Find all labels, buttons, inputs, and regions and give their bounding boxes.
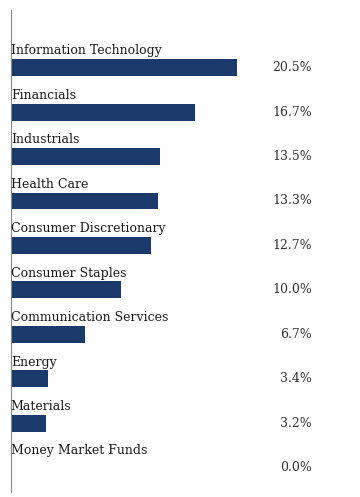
Text: 12.7%: 12.7%	[273, 239, 312, 252]
Text: 6.7%: 6.7%	[280, 328, 312, 341]
Text: Consumer Discretionary: Consumer Discretionary	[11, 222, 166, 235]
Text: Communication Services: Communication Services	[11, 311, 168, 324]
Text: Industrials: Industrials	[11, 133, 79, 146]
Text: 3.2%: 3.2%	[280, 416, 312, 430]
Bar	[11, 237, 151, 254]
Text: Money Market Funds: Money Market Funds	[11, 444, 147, 457]
Text: 0.0%: 0.0%	[280, 461, 312, 474]
Bar	[11, 148, 160, 165]
Text: 20.5%: 20.5%	[273, 61, 312, 74]
Bar	[11, 104, 195, 121]
Text: 3.4%: 3.4%	[280, 372, 312, 385]
Text: Financials: Financials	[11, 89, 76, 102]
Text: 13.3%: 13.3%	[272, 194, 312, 208]
Bar	[11, 370, 48, 387]
Bar	[11, 281, 121, 298]
Bar	[11, 192, 158, 209]
Text: Information Technology: Information Technology	[11, 45, 162, 58]
Text: 16.7%: 16.7%	[272, 106, 312, 119]
Bar	[11, 414, 46, 431]
Bar	[11, 326, 85, 343]
Text: 10.0%: 10.0%	[272, 283, 312, 296]
Bar	[11, 59, 237, 76]
Text: 13.5%: 13.5%	[272, 150, 312, 163]
Text: Health Care: Health Care	[11, 178, 88, 191]
Text: Energy: Energy	[11, 355, 57, 368]
Text: Consumer Staples: Consumer Staples	[11, 267, 126, 280]
Text: Materials: Materials	[11, 400, 71, 413]
